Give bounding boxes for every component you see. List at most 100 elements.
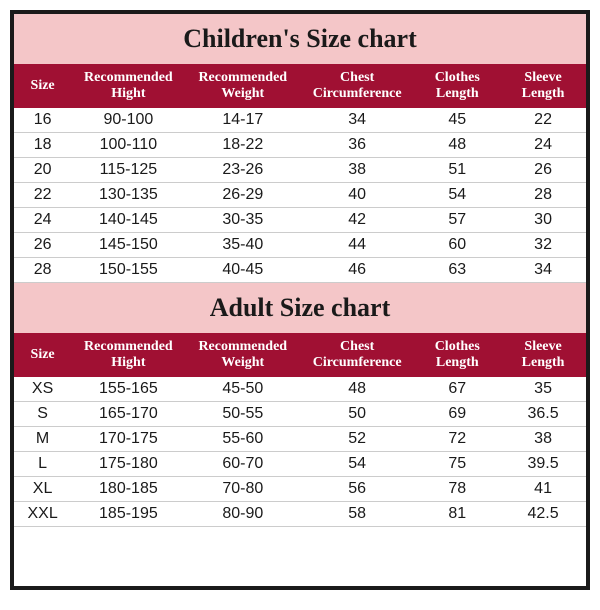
table-cell: 35-40 bbox=[186, 233, 300, 258]
children-title: Children's Size chart bbox=[14, 14, 586, 64]
table-cell: 180-185 bbox=[71, 477, 185, 502]
col-weight: Recommended Weight bbox=[186, 333, 300, 377]
table-cell: 18 bbox=[14, 133, 71, 158]
table-cell: 42 bbox=[300, 208, 414, 233]
col-chest: Chest Circumference bbox=[300, 333, 414, 377]
table-cell: 45-50 bbox=[186, 377, 300, 402]
table-cell: 50-55 bbox=[186, 402, 300, 427]
table-cell: 30-35 bbox=[186, 208, 300, 233]
table-cell: 63 bbox=[414, 258, 500, 283]
table-cell: 57 bbox=[414, 208, 500, 233]
children-table: Size Recommended Hight Recommended Weigh… bbox=[14, 64, 586, 283]
table-cell: 155-165 bbox=[71, 377, 185, 402]
table-cell: 67 bbox=[414, 377, 500, 402]
table-cell: 32 bbox=[500, 233, 586, 258]
table-cell: 22 bbox=[500, 108, 586, 133]
table-cell: 28 bbox=[500, 183, 586, 208]
col-sleeve: Sleeve Length bbox=[500, 333, 586, 377]
table-cell: 51 bbox=[414, 158, 500, 183]
col-height: Recommended Hight bbox=[71, 333, 185, 377]
table-cell: 28 bbox=[14, 258, 71, 283]
table-cell: 185-195 bbox=[71, 502, 185, 527]
table-cell: 46 bbox=[300, 258, 414, 283]
table-cell: L bbox=[14, 452, 71, 477]
table-row: M170-17555-60527238 bbox=[14, 427, 586, 452]
table-cell: 41 bbox=[500, 477, 586, 502]
table-cell: 54 bbox=[414, 183, 500, 208]
table-cell: 20 bbox=[14, 158, 71, 183]
table-cell: 100-110 bbox=[71, 133, 185, 158]
table-cell: 34 bbox=[500, 258, 586, 283]
table-row: 24140-14530-35425730 bbox=[14, 208, 586, 233]
table-cell: 38 bbox=[500, 427, 586, 452]
table-cell: 90-100 bbox=[71, 108, 185, 133]
col-clothes: Clothes Length bbox=[414, 333, 500, 377]
table-row: XS155-16545-50486735 bbox=[14, 377, 586, 402]
table-cell: 58 bbox=[300, 502, 414, 527]
table-cell: XS bbox=[14, 377, 71, 402]
col-weight: Recommended Weight bbox=[186, 64, 300, 108]
table-row: 20115-12523-26385126 bbox=[14, 158, 586, 183]
size-chart-container: Children's Size chart Size Recommended H… bbox=[10, 10, 590, 590]
table-row: 28150-15540-45466334 bbox=[14, 258, 586, 283]
table-cell: 22 bbox=[14, 183, 71, 208]
table-cell: 36 bbox=[300, 133, 414, 158]
table-cell: 170-175 bbox=[71, 427, 185, 452]
adult-title: Adult Size chart bbox=[14, 283, 586, 333]
table-cell: 50 bbox=[300, 402, 414, 427]
table-row: XL180-18570-80567841 bbox=[14, 477, 586, 502]
table-cell: 72 bbox=[414, 427, 500, 452]
table-cell: 165-170 bbox=[71, 402, 185, 427]
col-size: Size bbox=[14, 333, 71, 377]
col-size: Size bbox=[14, 64, 71, 108]
table-cell: 14-17 bbox=[186, 108, 300, 133]
adult-header-row: Size Recommended Hight Recommended Weigh… bbox=[14, 333, 586, 377]
table-cell: 26 bbox=[14, 233, 71, 258]
table-cell: 55-60 bbox=[186, 427, 300, 452]
table-cell: 115-125 bbox=[71, 158, 185, 183]
table-row: L175-18060-70547539.5 bbox=[14, 452, 586, 477]
table-cell: 140-145 bbox=[71, 208, 185, 233]
table-cell: 26-29 bbox=[186, 183, 300, 208]
table-cell: 34 bbox=[300, 108, 414, 133]
table-cell: 60 bbox=[414, 233, 500, 258]
table-cell: 26 bbox=[500, 158, 586, 183]
table-cell: 56 bbox=[300, 477, 414, 502]
table-row: 22130-13526-29405428 bbox=[14, 183, 586, 208]
table-cell: S bbox=[14, 402, 71, 427]
table-row: 18100-11018-22364824 bbox=[14, 133, 586, 158]
table-row: XXL185-19580-90588142.5 bbox=[14, 502, 586, 527]
table-cell: 145-150 bbox=[71, 233, 185, 258]
table-cell: 40-45 bbox=[186, 258, 300, 283]
table-cell: 52 bbox=[300, 427, 414, 452]
table-cell: 81 bbox=[414, 502, 500, 527]
table-cell: 69 bbox=[414, 402, 500, 427]
table-cell: 39.5 bbox=[500, 452, 586, 477]
col-clothes: Clothes Length bbox=[414, 64, 500, 108]
table-cell: 18-22 bbox=[186, 133, 300, 158]
table-cell: 16 bbox=[14, 108, 71, 133]
table-cell: 36.5 bbox=[500, 402, 586, 427]
col-sleeve: Sleeve Length bbox=[500, 64, 586, 108]
table-row: S165-17050-55506936.5 bbox=[14, 402, 586, 427]
col-chest: Chest Circumference bbox=[300, 64, 414, 108]
table-row: 26145-15035-40446032 bbox=[14, 233, 586, 258]
table-cell: 42.5 bbox=[500, 502, 586, 527]
adult-table: Size Recommended Hight Recommended Weigh… bbox=[14, 333, 586, 527]
table-cell: 75 bbox=[414, 452, 500, 477]
table-row: 1690-10014-17344522 bbox=[14, 108, 586, 133]
table-cell: 54 bbox=[300, 452, 414, 477]
table-cell: 78 bbox=[414, 477, 500, 502]
table-cell: 23-26 bbox=[186, 158, 300, 183]
table-cell: 40 bbox=[300, 183, 414, 208]
table-cell: 130-135 bbox=[71, 183, 185, 208]
table-cell: 30 bbox=[500, 208, 586, 233]
table-cell: 45 bbox=[414, 108, 500, 133]
table-cell: 24 bbox=[14, 208, 71, 233]
table-cell: 48 bbox=[414, 133, 500, 158]
col-height: Recommended Hight bbox=[71, 64, 185, 108]
table-cell: 48 bbox=[300, 377, 414, 402]
table-cell: 60-70 bbox=[186, 452, 300, 477]
table-cell: 44 bbox=[300, 233, 414, 258]
children-header-row: Size Recommended Hight Recommended Weigh… bbox=[14, 64, 586, 108]
